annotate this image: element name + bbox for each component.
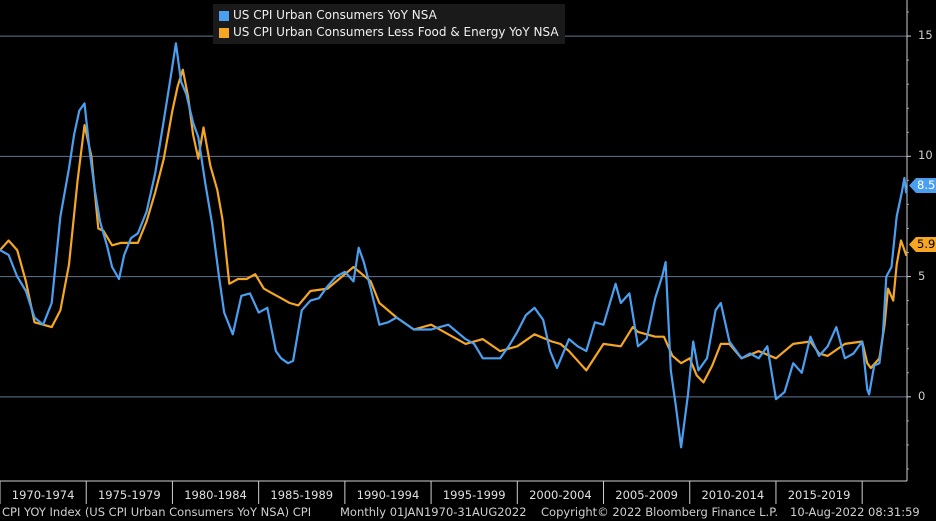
legend-entry-cpi: US CPI Urban Consumers YoY NSA <box>219 7 559 24</box>
legend-swatch-blue <box>219 10 229 21</box>
gridlines <box>0 35 907 398</box>
x-tick-label-2015-2019: 2015-2019 <box>787 488 851 502</box>
footer-bar: CPI YOY Index (US CPI Urban Consumers Yo… <box>0 504 936 521</box>
x-tick-label-2000-2004: 2000-2004 <box>529 488 592 502</box>
series-lines <box>0 42 908 449</box>
legend-swatch-orange <box>219 27 229 38</box>
footer-timestamp: 10-Aug-2022 08:31:59 <box>790 505 920 519</box>
x-tick-label-1990-1994: 1990-1994 <box>356 488 420 502</box>
x-tick-label-1995-1999: 1995-1999 <box>442 488 506 502</box>
y-axis <box>906 0 911 481</box>
legend-label-core-cpi: US CPI Urban Consumers Less Food & Energ… <box>233 25 559 39</box>
footer-index-label: CPI YOY Index (US CPI Urban Consumers Yo… <box>2 505 312 519</box>
x-tick-label-1970-1974: 1970-1974 <box>11 488 75 502</box>
legend: US CPI Urban Consumers YoY NSA US CPI Ur… <box>213 4 565 44</box>
y-tick-label-5: 5 <box>918 268 926 283</box>
footer-copyright: Copyright© 2022 Bloomberg Finance L.P. <box>541 505 778 519</box>
x-tick-label-1985-1989: 1985-1989 <box>270 488 334 502</box>
last-value-badge-core-cpi: 5.9 <box>909 237 936 252</box>
series-line-cpi <box>0 42 908 449</box>
legend-entry-core-cpi: US CPI Urban Consumers Less Food & Energ… <box>219 24 559 41</box>
y-tick-label-0: 0 <box>918 388 926 403</box>
footer-period: Monthly 01JAN1970-31AUG2022 <box>340 505 527 519</box>
x-tick-label-1980-1984: 1980-1984 <box>184 488 247 502</box>
x-tick-label-1975-1979: 1975-1979 <box>97 488 161 502</box>
last-value-badge-cpi: 8.5 <box>909 178 936 193</box>
x-axis <box>0 480 907 504</box>
legend-label-cpi: US CPI Urban Consumers YoY NSA <box>233 8 437 22</box>
y-tick-label-15: 15 <box>918 28 933 43</box>
x-tick-label-2005-2009: 2005-2009 <box>615 488 678 502</box>
x-tick-label-2010-2014: 2010-2014 <box>701 488 765 502</box>
series-line-core-cpi <box>0 68 908 384</box>
y-tick-label-10: 10 <box>918 148 933 163</box>
